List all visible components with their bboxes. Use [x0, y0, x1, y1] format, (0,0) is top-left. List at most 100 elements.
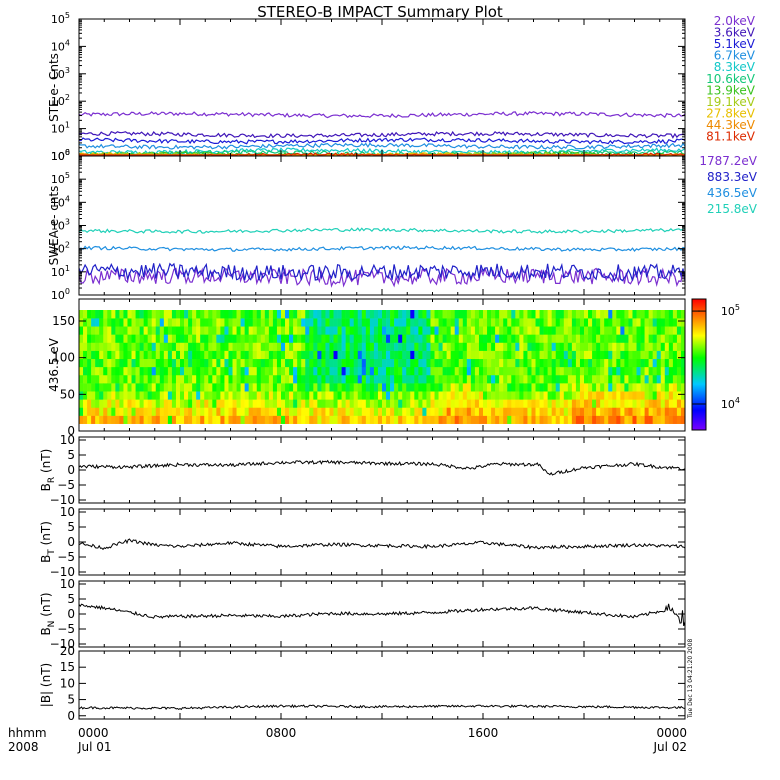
spectrogram-cell [636, 334, 641, 343]
spectrogram-cell [507, 342, 512, 351]
spectrogram-cell [600, 383, 605, 392]
spectrogram-cell [353, 334, 359, 343]
spectrogram-cell [454, 326, 460, 335]
spectrogram-cell [567, 318, 573, 327]
spectrogram-cell [301, 391, 306, 400]
spectrogram-cell [289, 383, 294, 392]
spectrogram-cell [495, 350, 500, 360]
spectrogram-cell [668, 391, 674, 400]
spectrogram-cell [369, 310, 375, 319]
spectrogram-cell [192, 391, 197, 400]
spectrogram-cell [91, 415, 96, 424]
spectrogram-cell [382, 342, 387, 351]
spectrogram-cell [252, 366, 258, 376]
spectrogram-cell [680, 407, 686, 416]
spectrogram-cell [377, 310, 383, 319]
spectrogram-cell [559, 342, 565, 351]
time-axis-label-year: 2008 [8, 740, 39, 754]
spectrogram-cell [345, 326, 350, 335]
spectrogram-cell [220, 310, 225, 319]
spectrogram-cell [228, 342, 233, 351]
spectrogram-cell [377, 358, 383, 368]
spectrogram-cell [333, 407, 338, 416]
spectrogram-cell [636, 310, 641, 319]
spectrogram-cell [228, 391, 233, 400]
spectrogram-cell [123, 326, 128, 335]
spectrogram-cell [579, 342, 585, 351]
spectrogram-cell [200, 374, 205, 384]
spectrogram-cell [628, 342, 633, 351]
spectrogram-cell [507, 334, 512, 343]
spectrogram-cell [507, 310, 512, 319]
spectrogram-cell [369, 383, 375, 392]
spectrogram-cell [107, 350, 112, 360]
spectrogram-cell [256, 334, 262, 343]
spectrogram-cell [232, 415, 237, 424]
spectrogram-cell [402, 383, 407, 392]
spectrogram-cell [341, 383, 346, 392]
spectrogram-cell [204, 415, 209, 424]
spectrogram-cell [398, 326, 403, 335]
spectrogram-cell [127, 383, 132, 392]
spectrogram-cell [438, 326, 443, 335]
spectrogram-cell [309, 310, 314, 319]
spectrogram-cell [588, 399, 593, 408]
spectrogram-cell [519, 358, 524, 368]
spectrogram-cell [462, 318, 468, 327]
spectrogram-cell [240, 374, 245, 384]
spectrogram-cell [438, 334, 443, 343]
spectrogram-cell [244, 342, 249, 351]
spectrogram-cell [466, 399, 472, 408]
spectrogram-cell [147, 399, 153, 408]
ste-traces [78, 111, 686, 157]
spectrogram-cell [272, 407, 278, 416]
spectrogram-cell [600, 358, 605, 368]
spectrogram-cell [414, 326, 419, 335]
spectrogram-cell [652, 366, 658, 376]
spectrogram-cell [224, 383, 229, 392]
y-tick-label: −5 [57, 550, 75, 564]
spectrogram-cell [305, 334, 310, 343]
spectrogram-cell [115, 350, 120, 360]
spectrogram-cell [434, 310, 439, 319]
spectrogram-cell [180, 334, 185, 343]
spectrogram-cell [676, 407, 682, 416]
spectrogram-cell [171, 383, 177, 392]
spectrogram-cell [79, 318, 84, 327]
spectrogram-cell [200, 334, 205, 343]
spectrogram-cell [163, 342, 169, 351]
spectrogram-cell [107, 366, 112, 376]
spectrogram-cell [648, 407, 653, 416]
spectrogram-cell [188, 415, 193, 424]
y-tick-label: 0 [67, 709, 75, 723]
spectrogram-cell [171, 358, 177, 368]
spectrogram-cell [470, 342, 476, 351]
spectrogram-cell [648, 399, 653, 408]
spectrogram-cell [466, 318, 472, 327]
spectrogram-cell [103, 407, 108, 416]
spectrogram-cell [268, 391, 274, 400]
spectrogram-cell [624, 358, 629, 368]
spectrogram-cell [256, 383, 262, 392]
spectrogram-cell [640, 350, 645, 360]
spectrogram-cell [200, 399, 205, 408]
spectrogram-cell [341, 407, 346, 416]
spectrogram-cell [236, 415, 241, 424]
spectrogram-cell [99, 366, 104, 376]
spectrogram-cell [491, 374, 496, 384]
spectrogram-cell [341, 342, 346, 351]
spectrogram-cell [592, 326, 597, 335]
spectrogram-cell [462, 391, 468, 400]
spectrogram-cell [248, 350, 254, 360]
spectrogram-cell [208, 407, 213, 416]
bt-ylabel: BT (nT) [39, 521, 57, 563]
spectrogram-cell [151, 358, 157, 368]
spectrogram-cell [422, 342, 427, 351]
spectrogram-cell [563, 399, 569, 408]
spectrogram-cell [349, 310, 355, 319]
spectrogram-cell [276, 310, 282, 319]
spectrogram-cell [656, 407, 662, 416]
spectrogram-cell [563, 358, 569, 368]
spectrogram-cell [123, 399, 128, 408]
